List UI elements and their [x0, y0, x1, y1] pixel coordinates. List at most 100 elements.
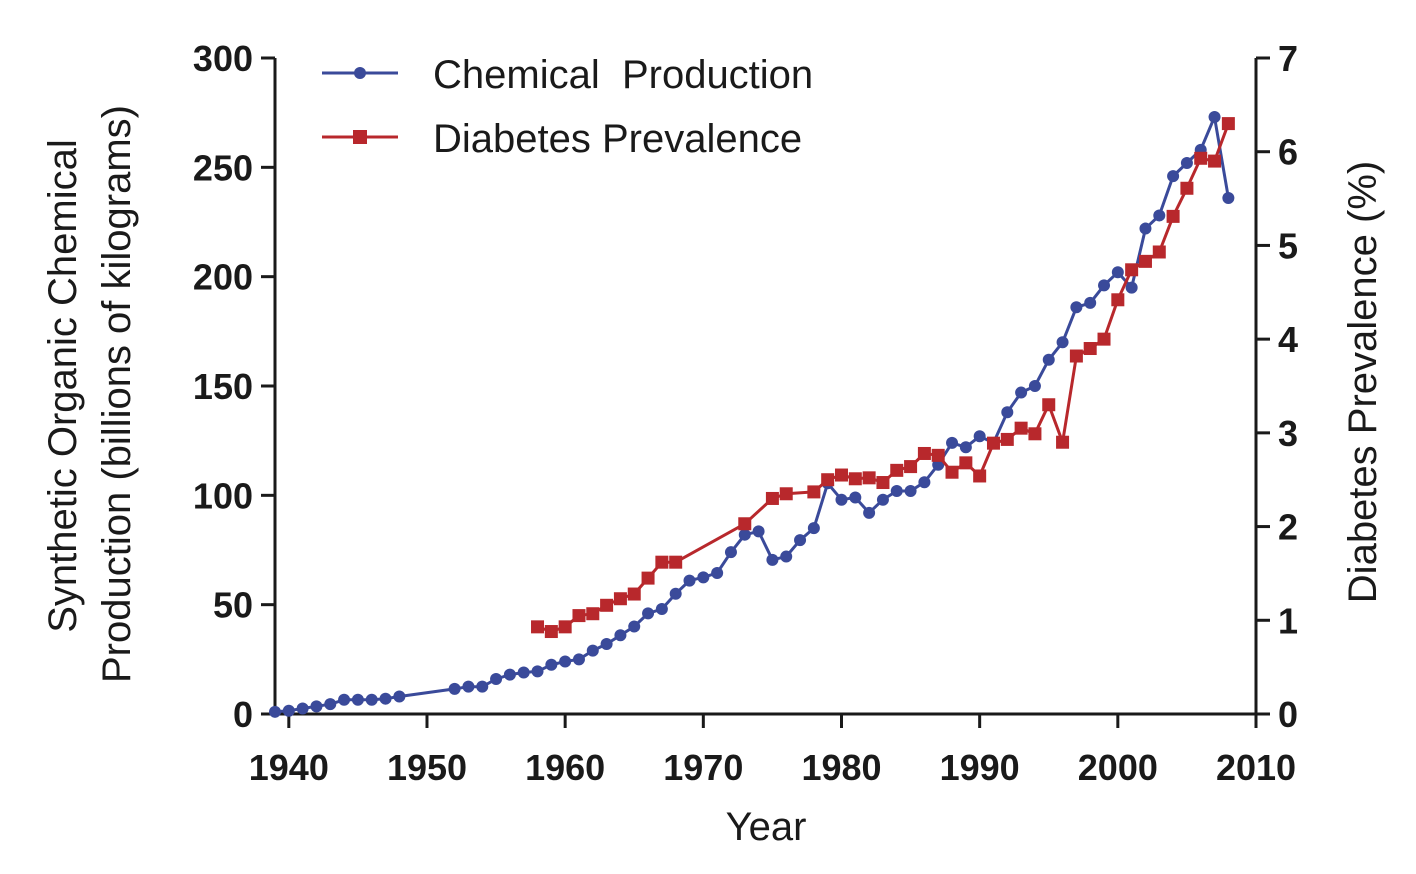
x-tick-label: 2010 — [1216, 747, 1296, 788]
right-axis-title: Diabetes Prevalence (%) — [1341, 161, 1385, 603]
data-point-diabetes — [779, 487, 793, 501]
data-point-chemical — [1180, 156, 1193, 169]
data-point-chemical — [738, 528, 751, 541]
data-point-chemical — [586, 644, 599, 657]
data-point-chemical — [310, 700, 323, 713]
y-right-tick-label: 2 — [1278, 507, 1298, 548]
data-point-chemical — [959, 441, 972, 454]
data-point-diabetes — [544, 625, 558, 639]
data-point-diabetes — [558, 620, 572, 634]
legend-label-diabetes: Diabetes Prevalence — [433, 117, 802, 161]
data-point-chemical — [614, 629, 627, 642]
data-point-chemical — [642, 607, 655, 620]
data-point-diabetes — [1221, 117, 1235, 131]
legend-swatch-diabetes-marker — [353, 130, 367, 144]
series-line-chemical — [274, 115, 1230, 714]
y-left-tick-label: 0 — [233, 694, 253, 735]
y-right-tick-label: 0 — [1278, 694, 1298, 735]
x-tick-label: 1970 — [663, 747, 743, 788]
data-point-chemical — [282, 704, 295, 717]
data-point-chemical — [572, 653, 585, 666]
data-point-chemical — [697, 571, 710, 584]
data-point-diabetes — [641, 571, 655, 585]
data-point-chemical — [918, 476, 931, 489]
data-point-diabetes — [1069, 349, 1083, 363]
y-left-tick-label: 50 — [213, 585, 253, 626]
data-point-chemical — [1084, 296, 1097, 309]
y-left-tick-label: 200 — [193, 257, 253, 298]
data-point-diabetes — [1056, 435, 1070, 449]
data-point-chemical — [324, 698, 337, 711]
data-point-chemical — [890, 484, 903, 497]
data-point-chemical — [1056, 336, 1069, 349]
data-point-chemical — [269, 705, 281, 718]
data-point-diabetes — [876, 476, 890, 490]
legend-item-chemical: Chemical Production — [322, 53, 813, 97]
data-point-chemical — [503, 668, 516, 681]
data-point-diabetes — [627, 587, 641, 601]
y-right-tick-label: 4 — [1278, 319, 1298, 360]
data-point-diabetes — [572, 609, 586, 623]
data-point-chemical — [628, 620, 641, 633]
data-point-chemical — [559, 655, 572, 668]
data-point-diabetes — [917, 446, 931, 460]
data-point-diabetes — [862, 471, 876, 485]
y-right-tick-label: 3 — [1278, 413, 1298, 454]
x-tick-label: 1940 — [249, 747, 329, 788]
data-point-diabetes — [531, 620, 545, 634]
data-point-chemical — [448, 682, 461, 695]
data-point-diabetes — [669, 555, 683, 569]
data-point-diabetes — [834, 468, 848, 482]
data-point-chemical — [1208, 111, 1221, 124]
data-point-diabetes — [1111, 293, 1125, 307]
data-point-chemical — [545, 658, 558, 671]
data-point-chemical — [807, 522, 820, 535]
data-point-diabetes — [959, 456, 973, 470]
data-point-chemical — [1167, 170, 1180, 183]
data-point-chemical — [365, 693, 378, 706]
data-point-chemical — [517, 666, 530, 679]
data-point-diabetes — [973, 469, 987, 483]
data-point-diabetes — [890, 463, 904, 477]
data-point-diabetes — [1152, 245, 1166, 259]
data-point-diabetes — [848, 472, 862, 486]
data-point-diabetes — [1083, 342, 1097, 356]
series-line-diabetes — [537, 123, 1230, 633]
data-point-diabetes — [945, 465, 959, 479]
data-point-chemical — [1139, 222, 1152, 235]
data-point-chemical — [1098, 279, 1111, 292]
data-point-chemical — [490, 673, 503, 686]
data-point-chemical — [780, 550, 793, 563]
x-ticks: 1940 1950 1960 1970 1980 1990 2000 2010 — [249, 714, 1296, 788]
data-point-chemical — [752, 525, 765, 538]
data-point-chemical — [393, 690, 406, 703]
data-point-chemical — [1028, 380, 1041, 392]
x-tick-label: 1950 — [387, 747, 467, 788]
data-point-chemical — [724, 546, 737, 559]
data-point-chemical — [1015, 386, 1028, 399]
data-point-chemical — [1125, 281, 1138, 294]
data-point-chemical — [1070, 301, 1083, 314]
data-point-chemical — [600, 638, 613, 651]
data-point-chemical — [1153, 209, 1166, 222]
y-left-tick-label: 150 — [193, 366, 253, 407]
x-tick-label: 1990 — [940, 747, 1020, 788]
data-point-chemical — [863, 506, 876, 519]
y-left-tick-label: 300 — [193, 38, 253, 79]
data-point-chemical — [1001, 406, 1014, 419]
data-point-diabetes — [821, 473, 835, 487]
data-point-chemical — [1042, 353, 1055, 366]
data-point-diabetes — [1208, 154, 1222, 168]
series-layer — [269, 111, 1235, 718]
data-point-diabetes — [986, 436, 1000, 450]
data-point-diabetes — [738, 517, 752, 531]
data-point-chemical — [351, 693, 364, 706]
data-point-chemical — [669, 587, 682, 600]
data-point-diabetes — [1014, 421, 1028, 435]
data-point-diabetes — [765, 491, 779, 505]
legend-item-diabetes: Diabetes Prevalence — [322, 117, 802, 161]
data-point-chemical — [296, 702, 309, 715]
legend-swatch-chemical-marker — [354, 67, 366, 79]
y-right-ticks: 0 1 2 3 4 5 6 7 — [1256, 38, 1298, 735]
